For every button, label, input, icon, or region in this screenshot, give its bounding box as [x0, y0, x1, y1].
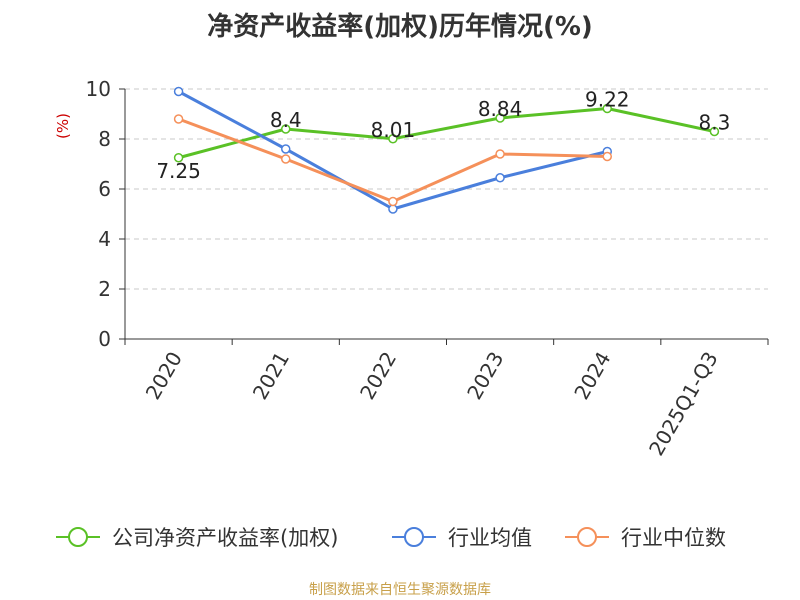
x-tick-label: 2025Q1-Q3: [644, 348, 723, 460]
y-axis-label: (%): [54, 113, 72, 139]
series-lines: 7.25 8.4 8.01 8.84 9.22 8.3: [156, 86, 731, 214]
legend-marker-1: [404, 527, 424, 547]
data-label: 8.01: [371, 118, 416, 142]
data-point: [281, 154, 291, 164]
chart-title: 净资产收益率(加权)历年情况(%): [207, 12, 593, 42]
x-tick-label: 2020: [141, 348, 187, 404]
legend-marker-2: [577, 527, 597, 547]
axes: 0 2 4 6 8 10 2020 2021 2022 2023 2024 2025Q1-Q3: [86, 77, 769, 460]
y-tick-label: 0: [98, 327, 111, 351]
data-label: 8.84: [478, 97, 523, 121]
data-point: [173, 86, 184, 97]
y-tick-label: 4: [98, 227, 111, 251]
y-tick-label: 2: [98, 277, 111, 301]
data-point: [602, 151, 612, 162]
series-line-0: [178, 107, 715, 160]
x-tick-label: 2023: [462, 348, 508, 404]
data-point: [495, 173, 505, 183]
data-label: 8.3: [699, 111, 731, 135]
legend: 公司净资产收益率(加权) 行业均值 行业中位数: [56, 526, 726, 550]
data-point: [173, 114, 184, 124]
data-point: [495, 149, 505, 159]
legend-marker-0: [68, 527, 88, 547]
data-point: [602, 103, 612, 114]
data-point: [281, 124, 291, 134]
data-point: [709, 126, 720, 137]
source-note: 制图数据来自恒生聚源数据库: [309, 582, 491, 598]
data-point: [495, 113, 505, 123]
x-tick-label: 2022: [355, 348, 401, 404]
legend-label-1: 行业均值: [448, 526, 532, 550]
grid-lines: [125, 88, 768, 290]
series-line-1: [177, 90, 608, 211]
data-label: 8.4: [270, 108, 302, 132]
legend-label-0: 公司净资产收益率(加权): [112, 526, 338, 550]
data-point: [388, 196, 398, 207]
x-tick-label: 2021: [248, 348, 294, 404]
data-label: 9.22: [585, 88, 630, 112]
y-tick-label: 6: [98, 177, 111, 201]
x-tick-label: 2024: [569, 348, 615, 404]
data-point: [388, 134, 398, 144]
y-tick-label: 8: [98, 127, 111, 151]
y-tick-label: 10: [86, 77, 111, 101]
data-point: [281, 144, 291, 154]
data-point: [173, 153, 184, 163]
legend-label-2: 行业中位数: [621, 526, 726, 550]
data-label: 7.25: [156, 159, 201, 183]
